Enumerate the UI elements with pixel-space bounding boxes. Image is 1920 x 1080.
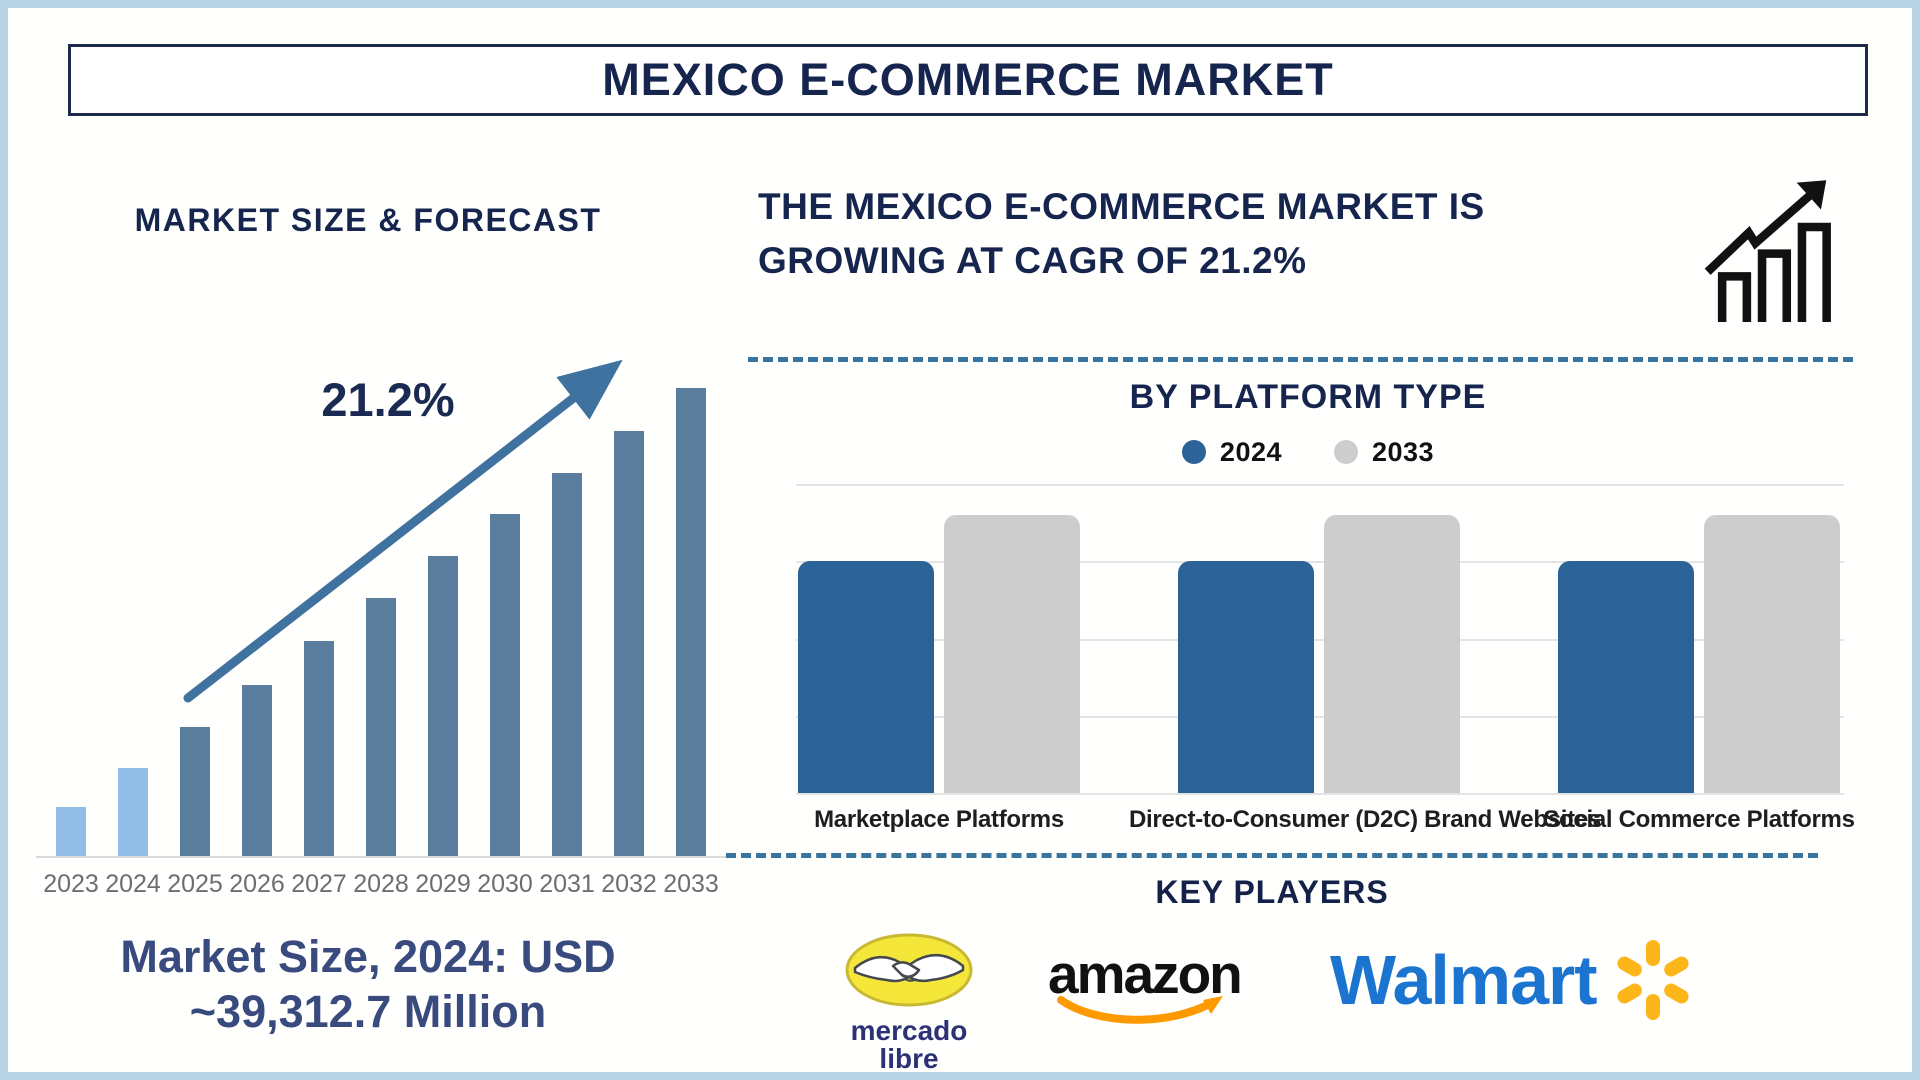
- year-label-2029: 2029: [415, 870, 471, 898]
- forecast-bar-2033: [676, 388, 706, 856]
- forecast-bar-2031: [552, 473, 582, 856]
- trend-arrow-icon: [183, 359, 623, 703]
- gridline: [796, 484, 1844, 486]
- market-size-bar-chart: [36, 348, 736, 858]
- platform-bar-2033-group3: [1704, 515, 1840, 793]
- platform-bar-2033-group2: [1324, 515, 1460, 793]
- page-title: MEXICO E-COMMERCE MARKET: [602, 54, 1334, 105]
- mercado-libre-wordmark: mercado libre: [834, 1017, 984, 1073]
- market-size-line2: ~39,312.7 Million: [189, 985, 547, 1037]
- year-label-2023: 2023: [43, 870, 99, 898]
- year-label-2027: 2027: [291, 870, 347, 898]
- forecast-bar-2023: [56, 807, 86, 856]
- category-label-group3: Social Commerce Platforms: [1543, 806, 1855, 833]
- gridline: [796, 561, 1844, 563]
- legend-label: 2033: [1372, 436, 1435, 467]
- gridline: [796, 639, 1844, 641]
- platform-grouped-bar-chart: [796, 484, 1844, 795]
- market-size-forecast-heading: MARKET SIZE & FORECAST: [134, 202, 602, 238]
- category-label-group1: Marketplace Platforms: [814, 806, 1064, 833]
- walmart-logo: Walmart: [1330, 938, 1695, 1022]
- category-label-group2: Direct-to-Consumer (D2C) Brand Websites: [1129, 806, 1601, 833]
- gridline: [796, 716, 1844, 718]
- amazon-smile-arrow-icon: [1057, 995, 1223, 1024]
- legend-dot-icon: [1334, 440, 1358, 464]
- platform-bar-2024-group1: [798, 561, 934, 793]
- walmart-wordmark: Walmart: [1330, 941, 1598, 1019]
- title-box: MEXICO E-COMMERCE MARKET: [68, 44, 1868, 116]
- cagr-statement-line2: GROWING AT CAGR OF 21.2%: [758, 239, 1307, 281]
- cagr-annotation: 21.2%: [321, 373, 455, 426]
- legend-item-2033: 2033: [1334, 437, 1434, 468]
- dashed-divider-top: [748, 357, 1853, 362]
- year-label-2028: 2028: [353, 870, 409, 898]
- by-platform-type-title: BY PLATFORM TYPE: [1129, 378, 1487, 416]
- chart-baseline: [36, 856, 728, 858]
- gridline: [796, 793, 1844, 795]
- forecast-bar-2028: [366, 598, 396, 856]
- year-label-2031: 2031: [539, 870, 595, 898]
- mercado-text: mercado: [850, 1015, 968, 1046]
- dashed-divider-bottom: [726, 853, 1818, 858]
- platform-bar-2033-group1: [944, 515, 1080, 793]
- year-axis-labels: 2023 2024 2025 2026 2027 2028 2029 2030 2031 2032…: [36, 870, 736, 900]
- amazon-wordmark: amazon: [1048, 943, 1243, 1005]
- year-label-2025: 2025: [167, 870, 223, 898]
- mercado-libre-logo: mercado libre: [834, 932, 984, 1073]
- year-label-2033: 2033: [663, 870, 719, 898]
- platform-bar-2024-group2: [1178, 561, 1314, 793]
- market-size-line1: Market Size, 2024: USD: [120, 931, 616, 982]
- market-size-value: Market Size, 2024: USD ~39,312.7 Million: [38, 930, 698, 1040]
- forecast-bar-2032: [614, 431, 644, 856]
- year-label-2024: 2024: [105, 870, 161, 898]
- forecast-bar-2024: [118, 768, 148, 856]
- cagr-statement: THE MEXICO E-COMMERCE MARKET IS GROWING …: [758, 180, 1638, 287]
- key-players-title: KEY PLAYERS: [1155, 874, 1389, 910]
- platform-category-labels: Marketplace Platforms Direct-to-Consumer …: [796, 806, 1855, 840]
- forecast-bar-2030: [490, 514, 520, 856]
- amazon-logo: amazon: [1048, 943, 1243, 1028]
- legend-item-2024: 2024: [1181, 436, 1282, 468]
- forecast-bar-2029: [428, 556, 458, 856]
- forecast-bar-2026: [242, 685, 272, 856]
- libre-text: libre: [879, 1043, 939, 1074]
- forecast-bar-2025: [180, 727, 210, 856]
- forecast-bar-2027: [304, 641, 334, 856]
- year-label-2026: 2026: [229, 870, 285, 898]
- platform-bar-2024-group3: [1558, 561, 1694, 793]
- cagr-statement-line1: THE MEXICO E-COMMERCE MARKET IS: [758, 186, 1485, 227]
- handshake-icon: [845, 933, 973, 1007]
- legend-label: 2024: [1219, 436, 1282, 467]
- year-label-2032: 2032: [601, 870, 657, 898]
- legend-dot-icon: [1181, 440, 1206, 464]
- walmart-spark-icon: [1616, 940, 1689, 1020]
- year-label-2030: 2030: [477, 870, 533, 898]
- platform-chart-legend: 2024 2033: [768, 436, 1848, 468]
- bar-chart-trend-icon: [1704, 180, 1831, 322]
